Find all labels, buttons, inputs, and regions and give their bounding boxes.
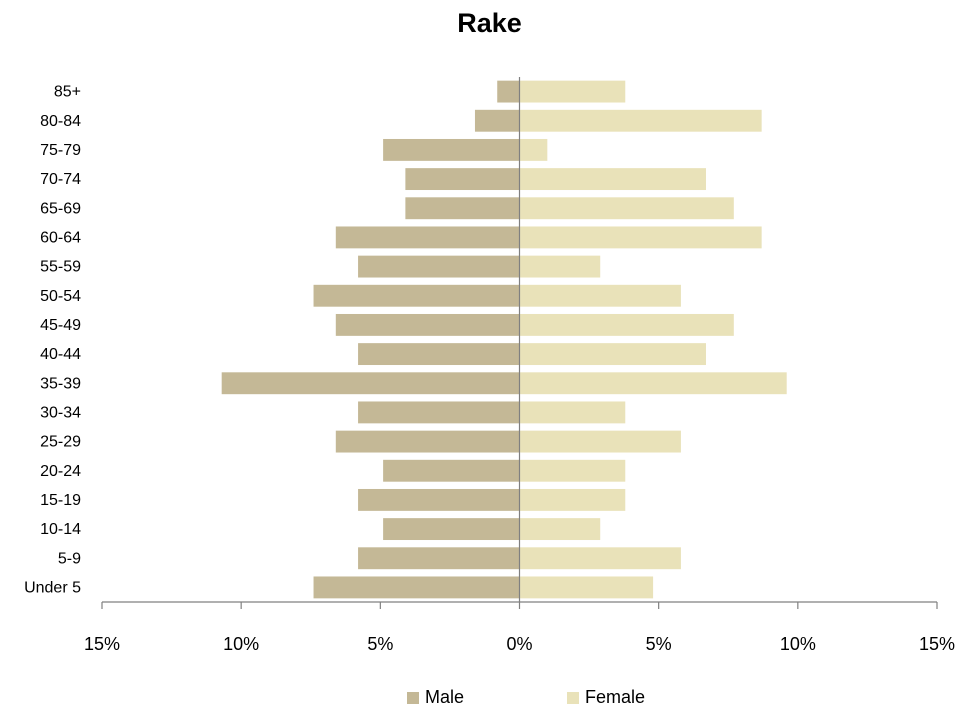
- category-label: 25-29: [40, 434, 81, 451]
- x-tick-label: 0%: [506, 634, 532, 654]
- bar-female-10-14: [519, 518, 601, 541]
- bar-male-80-84: [474, 109, 520, 132]
- category-label: 15-19: [40, 492, 81, 509]
- category-label: 60-64: [40, 229, 81, 246]
- bar-male-20-24: [383, 459, 520, 482]
- bar-female-65-69: [519, 197, 734, 220]
- bar-male-65-69: [405, 197, 520, 220]
- category-label: 5-9: [58, 550, 81, 567]
- category-label: 20-24: [40, 463, 81, 480]
- bar-male-55-59: [358, 255, 520, 278]
- x-tick-label: 15%: [919, 634, 955, 654]
- bar-female-35-39: [519, 372, 787, 395]
- bar-male-15-19: [358, 488, 520, 511]
- bar-female-85plus: [519, 80, 626, 103]
- bar-male-60-64: [335, 226, 520, 249]
- x-tick-label: 10%: [223, 634, 259, 654]
- bar-female-45-49: [519, 313, 734, 336]
- legend-item-male: Male: [407, 687, 464, 708]
- category-label: 85+: [54, 84, 81, 101]
- x-tick-label: 10%: [780, 634, 816, 654]
- category-label: 30-34: [40, 404, 81, 421]
- x-tick-label: 15%: [84, 634, 120, 654]
- bar-male-5-9: [358, 547, 520, 570]
- category-labels: Under 5 5-9 10-14 15-19 20-24 25-29 30-34 35-39…: [24, 84, 81, 597]
- x-axis: 15% 10% 5% 0% 5% 10% 15%: [84, 77, 955, 654]
- bar-male-45-49: [335, 313, 520, 336]
- bar-female-55-59: [519, 255, 601, 278]
- bar-female-30-34: [519, 401, 626, 424]
- bar-male-70-74: [405, 168, 520, 191]
- x-tick-label: 5%: [367, 634, 393, 654]
- legend-label-female: Female: [585, 687, 646, 707]
- category-label: 80-84: [40, 113, 81, 130]
- category-label: Under 5: [24, 579, 81, 596]
- category-label: 10-14: [40, 521, 81, 538]
- bars-group: [221, 80, 787, 599]
- bar-female-50-54: [519, 284, 681, 307]
- bar-female-under-5: [519, 576, 654, 599]
- legend-label-male: Male: [425, 687, 465, 707]
- bar-female-25-29: [519, 430, 681, 453]
- legend-swatch-female: [567, 691, 579, 704]
- legend-item-female: Female: [567, 687, 645, 708]
- bar-female-75-79: [519, 138, 548, 161]
- category-label: 75-79: [40, 142, 81, 159]
- category-label: 40-44: [40, 346, 81, 363]
- category-label: 45-49: [40, 317, 81, 334]
- legend-swatch-male: [407, 691, 419, 704]
- chart-title: Rake: [457, 8, 522, 38]
- category-label: 55-59: [40, 259, 81, 276]
- bar-male-30-34: [358, 401, 520, 424]
- bar-female-15-19: [519, 488, 626, 511]
- bar-female-40-44: [519, 343, 706, 366]
- bar-female-5-9: [519, 547, 681, 570]
- bar-female-70-74: [519, 168, 706, 191]
- legend: Male Female: [0, 687, 979, 711]
- bar-male-25-29: [335, 430, 520, 453]
- bar-female-60-64: [519, 226, 762, 249]
- bar-male-85plus: [497, 80, 520, 103]
- category-label: 35-39: [40, 375, 81, 392]
- bar-male-10-14: [383, 518, 520, 541]
- bar-male-under-5: [313, 576, 520, 599]
- bar-female-20-24: [519, 459, 626, 482]
- category-label: 50-54: [40, 288, 81, 305]
- bar-male-75-79: [383, 138, 520, 161]
- category-label: 65-69: [40, 200, 81, 217]
- x-tick-label: 5%: [646, 634, 672, 654]
- bar-female-80-84: [519, 109, 762, 132]
- category-label: 70-74: [40, 171, 81, 188]
- bar-male-50-54: [313, 284, 520, 307]
- bar-male-35-39: [221, 372, 520, 395]
- bar-male-40-44: [358, 343, 520, 366]
